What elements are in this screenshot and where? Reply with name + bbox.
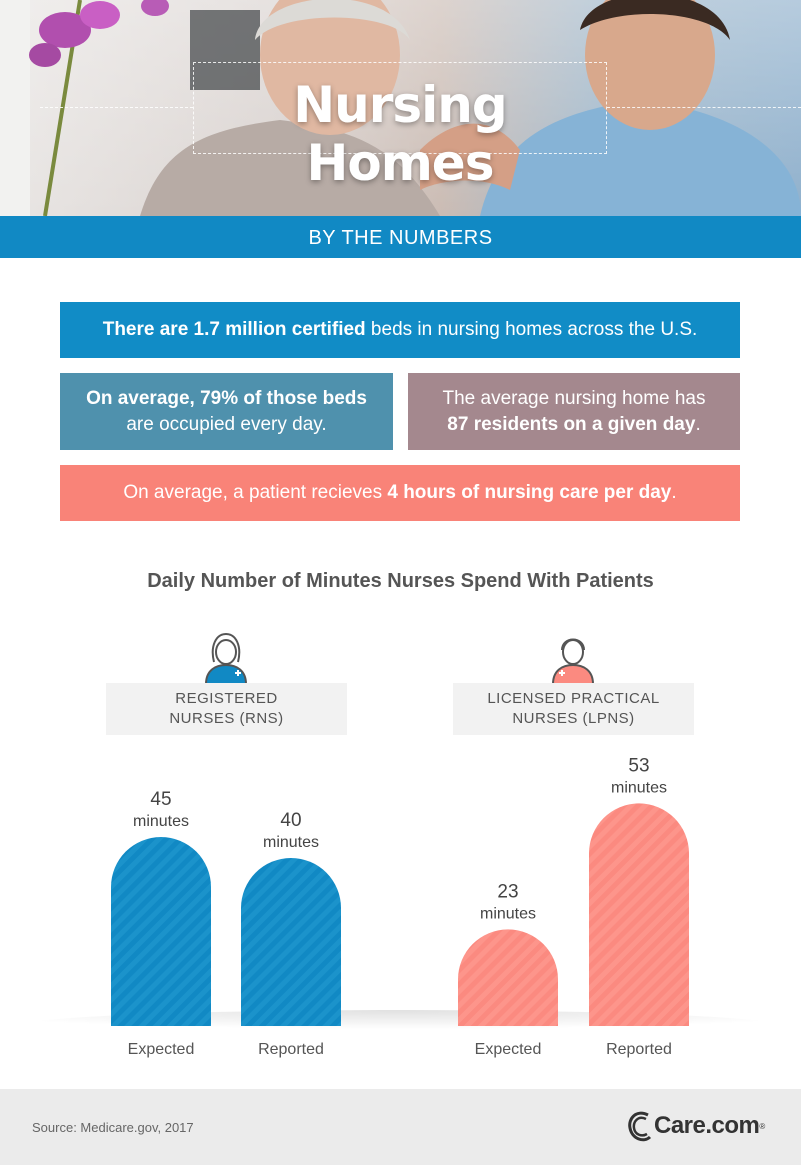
- bar-lpns-reported: [589, 803, 689, 1026]
- male-nurse-icon: [551, 638, 595, 684]
- male-nurse-image: [420, 0, 801, 216]
- group-label-lpns-line1: LICENSED PRACTICAL: [487, 690, 660, 707]
- group-label-rns-line2: NURSES (RNS): [169, 710, 284, 727]
- fact-residents-lead: The average nursing home has: [442, 387, 706, 409]
- title-rule-left: [40, 107, 193, 108]
- fact-occupancy-rest: are occupied every day.: [126, 413, 327, 435]
- care-logo[interactable]: Care.com ®: [628, 1108, 765, 1144]
- fact-occupancy: On average, 79% of those beds are occupie…: [60, 373, 393, 450]
- window-image: [190, 10, 260, 90]
- title-frame: [193, 62, 607, 154]
- footer: [0, 1089, 801, 1165]
- care-logo-mark-icon: [628, 1111, 652, 1142]
- chart-title: Daily Number of Minutes Nurses Spend Wit…: [147, 570, 654, 592]
- fact-residents-tail: .: [695, 413, 701, 435]
- group-label-rns-line1: REGISTERED: [175, 690, 278, 707]
- bar-value-label: 23: [497, 881, 518, 902]
- bar-unit-label: minutes: [480, 905, 536, 922]
- minutes-chart: 45 minutes Expected 40 minutes Reported 23 minu…: [20, 755, 780, 1058]
- source-note: Source: Medicare.gov, 2017: [32, 1120, 194, 1135]
- bar-lpns-expected: [458, 929, 558, 1026]
- fact-care-tail: .: [671, 482, 677, 503]
- x-category-label: Reported: [606, 1041, 672, 1058]
- bar-value-label: 53: [628, 755, 649, 776]
- x-category-label: Reported: [258, 1041, 324, 1058]
- elderly-woman-image: [140, 0, 440, 216]
- care-logo-text: Care.com: [654, 1112, 760, 1139]
- fact-residents: The average nursing home has 87 residents…: [408, 373, 740, 450]
- female-nurse-icon: [204, 632, 248, 684]
- bar-rns-expected: [111, 837, 211, 1026]
- x-category-label: Expected: [475, 1041, 542, 1058]
- subtitle-band: BY THE NUMBERS: [0, 216, 801, 258]
- trademark-mark: ®: [759, 1121, 766, 1131]
- fact-care-bold: 4 hours of nursing care per day: [387, 482, 672, 503]
- fact-occupancy-bold: On average, 79% of those beds: [86, 387, 367, 409]
- title-rule-right: [607, 107, 801, 108]
- page-title: Nursing Homes: [293, 76, 507, 192]
- fact-care-hours: On average, a patient recieves 4 hours o…: [60, 465, 740, 521]
- fact-residents-bold: 87 residents on a given day: [447, 413, 696, 435]
- fact-beds-bold: There are 1.7 million certified: [102, 319, 366, 340]
- hero-banner: Nursing Homes: [0, 0, 801, 216]
- fact-beds: There are 1.7 million certified beds in …: [60, 302, 740, 358]
- bar-value-label: 45: [150, 789, 171, 810]
- bar-unit-label: minutes: [263, 834, 319, 851]
- bar-value-label: 40: [280, 810, 301, 831]
- group-label-lpns: LICENSED PRACTICAL NURSES (LPNS): [453, 683, 694, 735]
- bar-unit-label: minutes: [133, 813, 189, 830]
- fact-care-lead: On average, a patient recieves: [123, 482, 388, 503]
- bar-rns-reported: [241, 858, 341, 1026]
- x-category-label: Expected: [128, 1041, 195, 1058]
- orchid-image: [0, 0, 169, 216]
- group-label-lpns-line2: NURSES (LPNS): [512, 710, 635, 727]
- bar-unit-label: minutes: [611, 779, 667, 796]
- group-label-rns: REGISTERED NURSES (RNS): [106, 683, 347, 735]
- fact-beds-rest: beds in nursing homes across the U.S.: [365, 319, 698, 340]
